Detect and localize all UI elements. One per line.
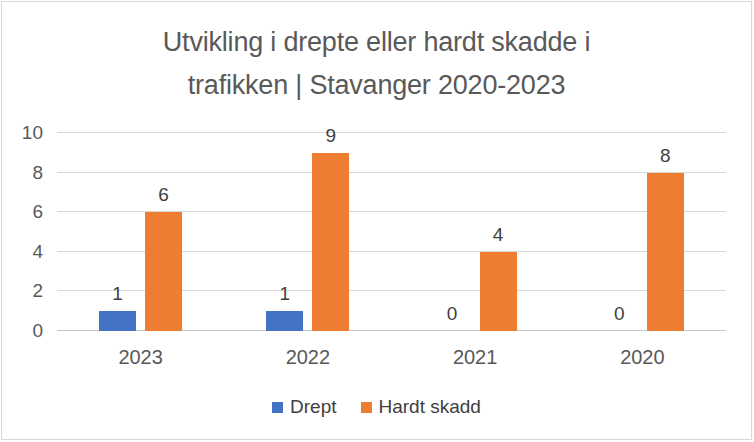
bar-drept-2022: 1 (266, 311, 303, 331)
data-label-drept-2023: 1 (112, 283, 123, 305)
x-axis-category-label-2021: 2021 (392, 346, 559, 369)
plot-area: 0246810161904082023202220212020 (57, 133, 726, 331)
y-axis-tick-label-6: 6 (32, 201, 43, 223)
y-axis-tick-label-0: 0 (32, 320, 43, 342)
y-axis-tick-label-10: 10 (22, 122, 43, 144)
bar-group-2020: 08 (559, 133, 726, 331)
x-axis-labels: 2023202220212020 (57, 346, 726, 369)
x-axis-category-label-2022: 2022 (224, 346, 391, 369)
data-label-hardt-skadd-2022: 9 (326, 125, 337, 147)
legend-item-drept: Drept (272, 396, 336, 418)
bar-groups: 16190408 (57, 133, 726, 331)
bar-group-2022: 19 (224, 133, 391, 331)
bar-hardt-skadd-2023: 6 (145, 212, 182, 331)
legend-label-hardt-skadd: Hardt skadd (379, 396, 481, 418)
bar-group-2023: 16 (57, 133, 224, 331)
data-label-drept-2022: 1 (280, 283, 291, 305)
data-label-hardt-skadd-2023: 6 (158, 184, 169, 206)
bar-hardt-skadd-2021: 4 (480, 252, 517, 331)
x-axis-category-label-2023: 2023 (57, 346, 224, 369)
chart-frame: Utvikling i drepte eller hardt skadde i … (1, 1, 752, 440)
bar-hardt-skadd-2020: 8 (647, 173, 684, 331)
legend: Drept Hardt skadd (2, 396, 751, 418)
x-axis-category-label-2020: 2020 (559, 346, 726, 369)
legend-item-hardt-skadd: Hardt skadd (361, 396, 481, 418)
bar-drept-2023: 1 (99, 311, 136, 331)
bar-group-2021: 04 (392, 133, 559, 331)
data-label-drept-2021: 0 (447, 303, 458, 325)
data-label-hardt-skadd-2020: 8 (660, 145, 671, 167)
legend-label-drept: Drept (290, 396, 336, 418)
data-label-hardt-skadd-2021: 4 (493, 224, 504, 246)
chart-title: Utvikling i drepte eller hardt skadde i … (2, 21, 751, 106)
y-axis-tick-label-2: 2 (32, 280, 43, 302)
legend-swatch-drept (272, 402, 283, 413)
y-axis-tick-label-4: 4 (32, 241, 43, 263)
y-axis-tick-label-8: 8 (32, 162, 43, 184)
bar-hardt-skadd-2022: 9 (312, 153, 349, 331)
legend-swatch-hardt-skadd (361, 402, 372, 413)
data-label-drept-2020: 0 (614, 303, 625, 325)
